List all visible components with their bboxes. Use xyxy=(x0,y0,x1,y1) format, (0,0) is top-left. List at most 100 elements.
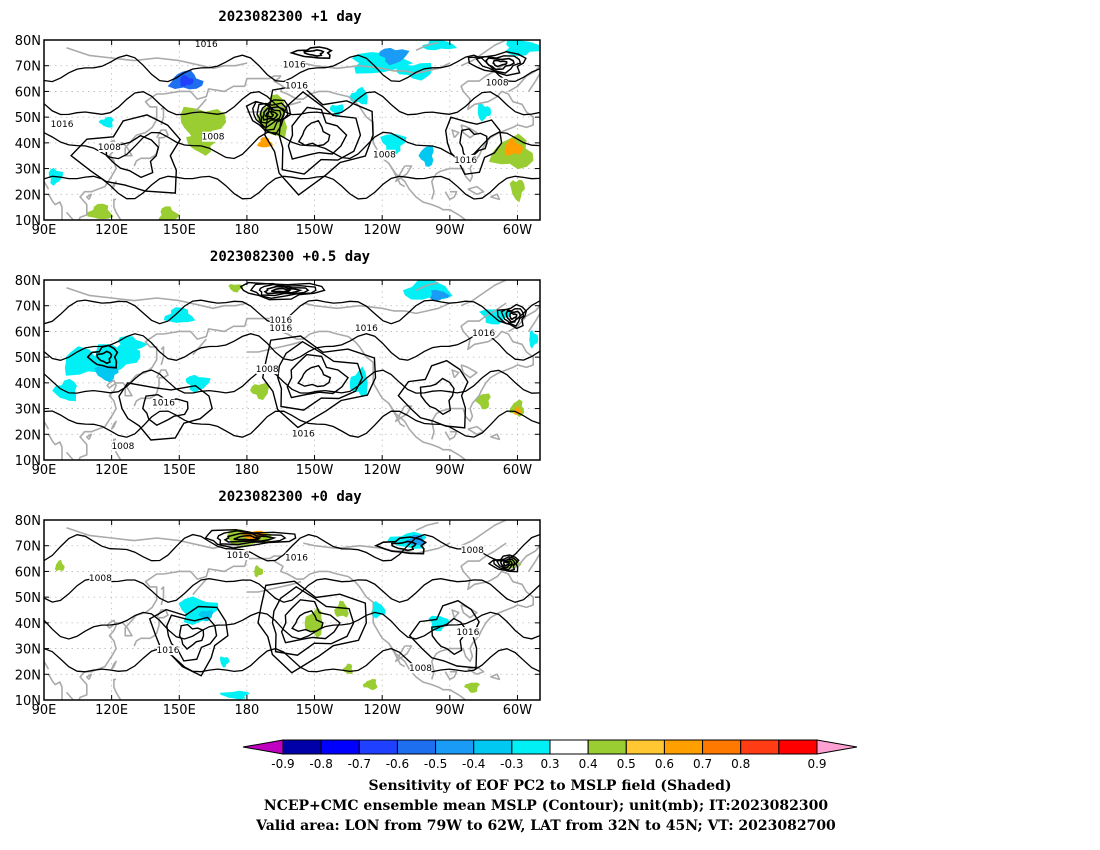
high-pressure-isobar xyxy=(280,599,341,644)
contour-label: 1016 xyxy=(285,81,308,91)
high-pressure-isobar xyxy=(70,114,182,194)
isobar xyxy=(44,533,540,562)
low-pressure-isobar xyxy=(249,282,317,300)
low-pressure-isobar xyxy=(475,55,522,74)
contour-label: 1016 xyxy=(269,316,292,326)
coastline xyxy=(528,72,540,92)
colorbar-tick-label: 0.3 xyxy=(540,757,559,771)
contour-label-bg xyxy=(269,322,292,333)
lon-tick-label: 90E xyxy=(32,463,57,478)
coastline xyxy=(490,433,501,441)
lon-tick-label: 60W xyxy=(503,223,533,238)
colorbar-tick-label: -0.8 xyxy=(309,757,332,771)
colorbar-box xyxy=(702,739,742,755)
isobar xyxy=(44,175,540,200)
low-pressure-isobar xyxy=(204,528,297,549)
coastline xyxy=(451,369,460,379)
coastline xyxy=(110,420,117,430)
colorbar-box xyxy=(778,739,818,755)
lat-tick-label: 40N xyxy=(15,137,41,152)
lon-tick-label: 150W xyxy=(296,223,334,238)
high-pressure-isobar xyxy=(178,623,205,650)
low-pressure-isobar xyxy=(508,312,518,321)
coastline xyxy=(451,129,460,139)
map-panel: 2023082300 +0 day 1016 1016 1008 1008 1016 100… xyxy=(15,489,541,718)
lat-tick-label: 10N xyxy=(15,454,41,469)
colorbar-box xyxy=(663,739,704,755)
contour-label-bg xyxy=(111,441,134,452)
panel-title: 2023082300 +0 day xyxy=(218,489,362,505)
sensitivity-patch xyxy=(362,678,378,691)
lat-tick-label: 40N xyxy=(15,377,41,392)
coastline xyxy=(86,673,93,680)
low-pressure-isobar xyxy=(496,303,527,330)
low-pressure-isobar xyxy=(263,285,303,295)
sensitivity-patch xyxy=(474,393,491,410)
coastline xyxy=(444,430,458,441)
coastline xyxy=(444,670,458,681)
coastline xyxy=(86,433,93,440)
sensitivity-patch xyxy=(180,106,227,142)
coastline xyxy=(394,645,413,663)
isobar xyxy=(44,611,540,640)
high-pressure-isobar xyxy=(419,377,455,416)
coastline xyxy=(508,305,540,333)
colorbar-box xyxy=(435,739,475,755)
colorbar: -0.9 -0.8 -0.7 -0.6 -0.5 -0.4 -0.3 0.3 0.4 0.5 0.6… xyxy=(242,739,858,771)
low-pressure-isobar xyxy=(487,554,520,573)
low-pressure-isobar xyxy=(492,59,508,68)
contour-label: 1008 xyxy=(202,133,225,143)
lon-tick-label: 150E xyxy=(163,463,196,478)
coastline xyxy=(460,520,507,547)
colorbar-tick-label: -0.7 xyxy=(348,757,371,771)
lon-tick-label: 90W xyxy=(435,223,465,238)
contour-label: 1008 xyxy=(256,365,279,375)
lat-tick-label: 60N xyxy=(15,85,41,100)
lat-tick-label: 70N xyxy=(15,60,41,75)
lat-tick-label: 10N xyxy=(15,694,41,709)
lon-tick-label: 90E xyxy=(32,223,57,238)
coastline xyxy=(246,100,302,113)
contour-label: 1016 xyxy=(355,324,378,334)
panel-title: 2023082300 +0.5 day xyxy=(210,249,371,265)
coastline xyxy=(460,280,507,307)
sensitivity-patch xyxy=(509,179,525,203)
low-pressure-isobar xyxy=(259,104,282,124)
lat-tick-label: 20N xyxy=(15,188,41,203)
high-pressure-isobar xyxy=(118,382,213,441)
contour-label: 1008 xyxy=(409,664,432,674)
high-pressure-isobar xyxy=(166,614,218,662)
colorbar-box xyxy=(396,739,437,755)
sensitivity-patch xyxy=(52,378,77,402)
contour-label: 1016 xyxy=(283,61,306,71)
colorbar-tick-label: 0.6 xyxy=(655,757,674,771)
lat-tick-label: 50N xyxy=(15,351,41,366)
sensitivity-patch xyxy=(505,40,540,57)
low-pressure-isobar xyxy=(96,350,113,365)
colorbar-tick-label: -0.3 xyxy=(500,757,523,771)
high-pressure-isobar xyxy=(459,128,488,161)
contour-label-bg xyxy=(285,80,308,91)
high-pressure-isobar xyxy=(271,585,355,656)
contour-label: 1016 xyxy=(226,551,249,561)
high-pressure-isobar xyxy=(286,353,349,399)
lon-tick-label: 180 xyxy=(234,223,259,238)
contour-label-bg xyxy=(256,364,279,374)
low-pressure-isobar xyxy=(239,281,326,301)
map-content: 1016 1016 1016 1016 1008 1008 1008 1016 1008 xyxy=(44,40,540,220)
figure-footer: Sensitivity of EOF PC2 to MSLP field (Sh… xyxy=(255,778,836,834)
coastline xyxy=(246,340,302,353)
low-pressure-isobar xyxy=(262,107,279,121)
contour-label: 1016 xyxy=(269,324,292,334)
sensitivity-patch xyxy=(180,74,194,87)
lon-tick-label: 120W xyxy=(363,463,401,478)
colorbar-tick-label: -0.6 xyxy=(386,757,409,771)
colorbar-tick-label: -0.4 xyxy=(462,757,485,771)
sensitivity-patch xyxy=(219,690,250,700)
colorbar-box xyxy=(587,739,627,755)
map-frame xyxy=(43,39,541,221)
colorbar-tick-label: -0.9 xyxy=(271,757,294,771)
coastline xyxy=(66,286,248,310)
coastline xyxy=(113,198,122,220)
